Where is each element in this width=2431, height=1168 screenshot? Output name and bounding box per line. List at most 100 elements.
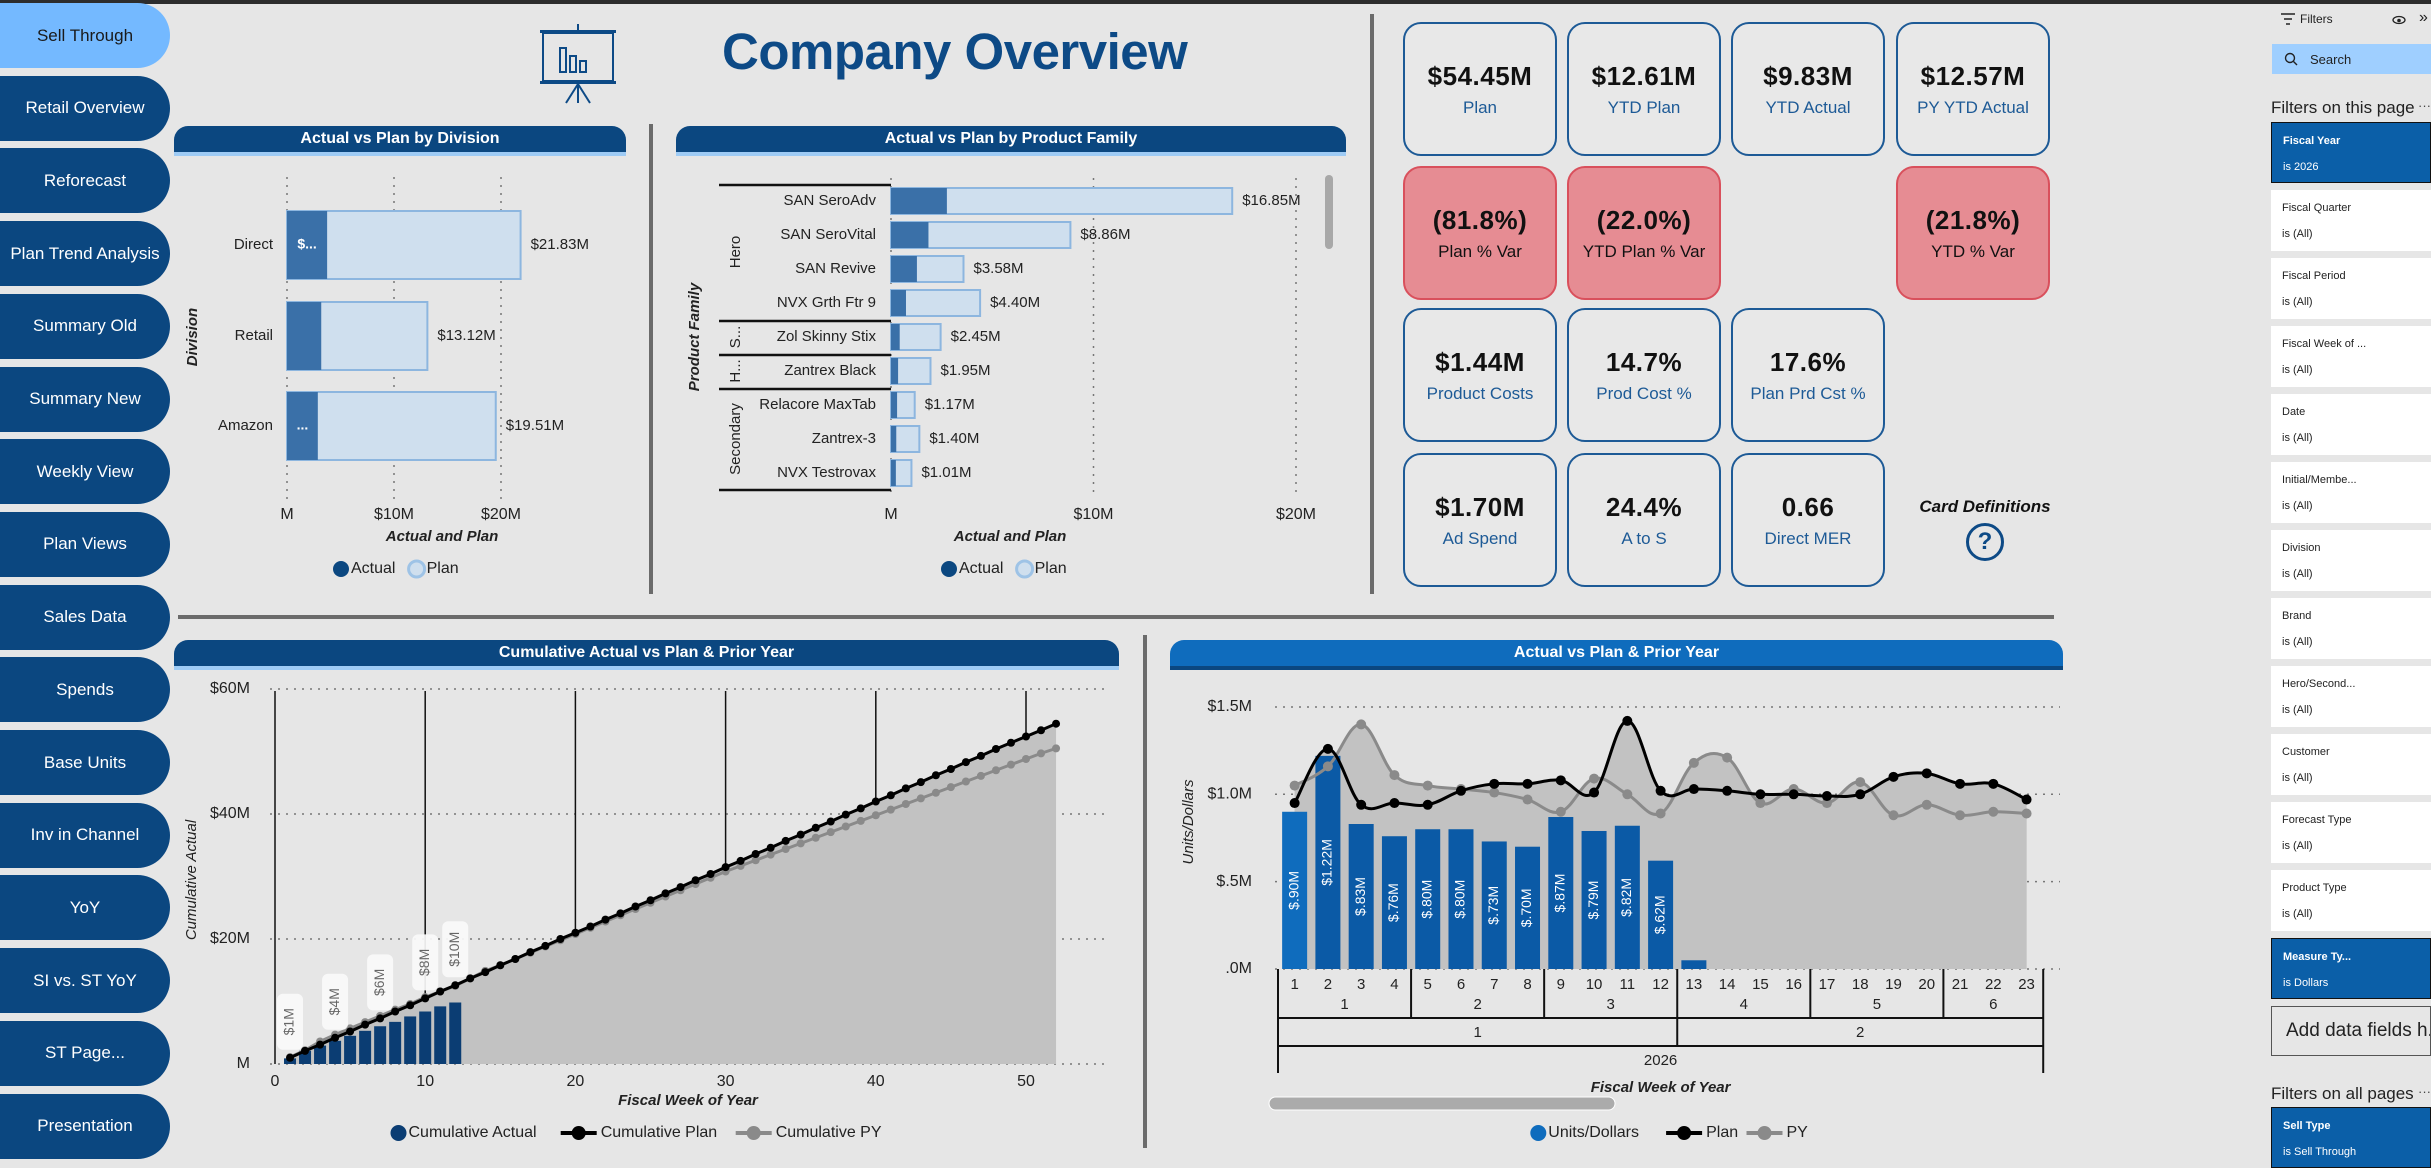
py-point: [2021, 808, 2032, 819]
filter-card-customer[interactable]: Customer is (All): [2271, 734, 2431, 795]
nav-button-si-vs-st-yoy[interactable]: SI vs. ST YoY: [0, 948, 170, 1014]
nav-button-spends[interactable]: Spends: [0, 657, 170, 723]
nav-button-summary-new[interactable]: Summary New: [0, 366, 170, 432]
plan-data-label: $21.83M: [531, 236, 589, 253]
nav-button-plan-trend-analysis[interactable]: Plan Trend Analysis: [0, 221, 170, 287]
cumulative-plan-point: [751, 850, 760, 858]
filter-card-product-type[interactable]: Product Type is (All): [2271, 870, 2431, 931]
cumulative-py-point: [916, 794, 925, 803]
filter-card-measure-ty-[interactable]: Measure Ty... is Dollars: [2271, 938, 2431, 999]
period-label: 3: [1607, 996, 1615, 1013]
cumulative-plan-point: [646, 896, 655, 905]
nav-button-base-units[interactable]: Base Units: [0, 730, 170, 795]
nav-button-plan-views[interactable]: Plan Views: [0, 511, 170, 577]
weekly-actual-bar: [1548, 817, 1574, 969]
plan-line: [1293, 719, 2028, 811]
group-label: Secondary: [727, 403, 744, 475]
kpi-value: $9.83M: [1763, 60, 1853, 91]
vertical-scrollbar[interactable]: [1325, 175, 1333, 249]
legend-item: Actual: [351, 560, 395, 577]
py-point: [1422, 780, 1433, 791]
filter-card-fiscal-week-of-[interactable]: Fiscal Week of ... is (All): [2271, 326, 2431, 387]
filter-card-forecast-type[interactable]: Forecast Type is (All): [2271, 802, 2431, 863]
nav-button-yoy[interactable]: YoY: [0, 875, 170, 941]
nav-button-retail-overview[interactable]: Retail Overview: [0, 75, 170, 141]
weekly-data-label: $.87M: [1551, 874, 1567, 913]
more-options-icon[interactable]: ···: [2418, 1084, 2431, 1099]
cumulative-plan-point: [346, 1027, 355, 1036]
nav-button-sell-through[interactable]: Sell Through: [0, 3, 170, 68]
week-tick-label: 7: [1490, 976, 1498, 993]
data-label-box: [442, 921, 469, 978]
quarter-label: 2: [1856, 1024, 1864, 1041]
plan-data-label: $1.01M: [921, 464, 971, 481]
plan-point: [2021, 794, 2032, 805]
plan-data-label: $13.12M: [437, 327, 495, 344]
collapse-pane-button[interactable]: »: [2419, 9, 2428, 26]
filter-card-date[interactable]: Date is (All): [2271, 394, 2431, 455]
filter-name: Initial/Membe...: [2282, 474, 2357, 486]
cumulative-plan-point: [1037, 726, 1046, 735]
filter-card-fiscal-year[interactable]: Fiscal Year is 2026: [2271, 122, 2431, 183]
x-axis-title: Actual and Plan: [385, 528, 499, 545]
filters-pane-title: Filters: [2300, 12, 2333, 26]
x-tick-label: 30: [717, 1073, 735, 1090]
x-tick-label: 10: [416, 1073, 434, 1090]
weekly-actual-bar: [1315, 755, 1341, 969]
help-circle-icon[interactable]: ?: [1966, 523, 2004, 561]
nav-button-sales-data[interactable]: Sales Data: [0, 584, 170, 650]
more-options-icon[interactable]: ···: [2418, 98, 2431, 113]
y-tick-label: $60M: [210, 680, 250, 697]
filter-name: Brand: [2282, 610, 2312, 622]
cumulative-actual-bar: [449, 1002, 462, 1064]
plan-point: [1555, 775, 1566, 786]
legend-item: Plan: [427, 560, 459, 577]
cumulative-plan-point: [871, 797, 880, 806]
cumulative-plan-point: [691, 876, 700, 885]
filter-card-fiscal-quarter[interactable]: Fiscal Quarter is (All): [2271, 190, 2431, 251]
filter-card-initial-membe-[interactable]: Initial/Membe... is (All): [2271, 462, 2431, 523]
kpi-value: (81.8%): [1432, 204, 1528, 235]
kpi-value: 17.6%: [1769, 346, 1847, 377]
x-tick-label: $20M: [481, 506, 521, 523]
filter-card-fiscal-period[interactable]: Fiscal Period is (All): [2271, 258, 2431, 319]
week-tick-label: 18: [1852, 976, 1869, 993]
cumulative-plan-point: [556, 935, 565, 943]
legend-item: Cumulative Plan: [601, 1124, 718, 1141]
add-data-fields-dropzone[interactable]: Add data fields h...: [2271, 1006, 2431, 1056]
eye-icon[interactable]: [2392, 15, 2406, 25]
section-divider: [649, 124, 653, 594]
cumulative-py-point: [811, 833, 820, 842]
cumulative-plan-point: [451, 981, 460, 990]
nav-button-weekly-view[interactable]: Weekly View: [0, 439, 170, 505]
cumulative-py-point: [931, 788, 940, 797]
kpi-value: 24.4%: [1605, 491, 1683, 522]
nav-button-inv-in-channel[interactable]: Inv in Channel: [0, 802, 170, 868]
nav-button-st-page[interactable]: ST Page...: [0, 1020, 170, 1086]
weekly-data-label: $.90M: [1285, 871, 1301, 910]
kpi-value: $12.61M: [1591, 60, 1697, 91]
cumulative-py-point: [1022, 755, 1030, 763]
y-axis-title: Cumulative Actual: [183, 819, 200, 940]
filter-card-hero-second-[interactable]: Hero/Second... is (All): [2271, 666, 2431, 727]
week-tick-label: 23: [2018, 976, 2035, 993]
legend-item: Units/Dollars: [1548, 1124, 1639, 1141]
filter-card-division[interactable]: Division is (All): [2271, 530, 2431, 591]
nav-button-summary-old[interactable]: Summary Old: [0, 293, 170, 359]
filters-search-input[interactable]: Search: [2272, 44, 2431, 74]
card-definitions[interactable]: Card Definitions ?: [1915, 497, 2055, 561]
week-tick-label: 12: [1652, 976, 1669, 993]
window-top-bar: [0, 0, 2431, 4]
cumulative-plan-point: [361, 1020, 370, 1029]
horizontal-scrollbar[interactable]: [1268, 1096, 1616, 1111]
filter-card-brand[interactable]: Brand is (All): [2271, 598, 2431, 659]
cumulative-actual-bar: [329, 1040, 342, 1064]
plan-point: [1821, 791, 1832, 802]
filter-card-sell-type[interactable]: Sell Type is Sell Through: [2271, 1107, 2431, 1168]
legend-item: Cumulative PY: [776, 1124, 882, 1141]
nav-button-reforecast[interactable]: Reforecast: [0, 148, 170, 214]
week-tick-label: 15: [1752, 976, 1769, 993]
year-label: 2026: [1644, 1052, 1677, 1069]
legend-dot-icon: [941, 561, 957, 577]
cumulative-plan-point: [1052, 719, 1061, 728]
